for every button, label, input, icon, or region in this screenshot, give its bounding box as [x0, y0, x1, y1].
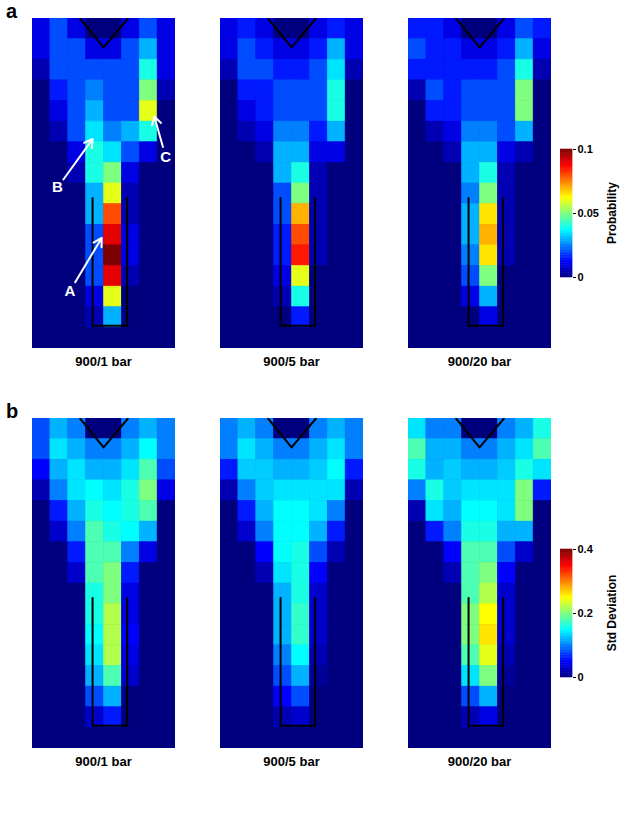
svg-text:B: B [52, 178, 63, 195]
svg-text:C: C [160, 147, 171, 164]
html-text:900/5 bar: 900/5 bar [263, 354, 320, 369]
html-text:900/1 bar: 900/1 bar [75, 754, 132, 769]
html-text:Probability: Probability [605, 182, 619, 244]
html-text:900/5 bar: 900/5 bar [263, 754, 320, 769]
svg-text:0: 0 [578, 671, 584, 683]
svg-text:0.05: 0.05 [578, 207, 599, 219]
html-text:900/1 bar: 900/1 bar [75, 354, 132, 369]
html-text:Std Deviation: Std Deviation [605, 574, 619, 652]
html-text:b: b [6, 400, 19, 422]
svg-text:A: A [65, 282, 76, 299]
svg-text:0.2: 0.2 [578, 607, 593, 619]
svg-text:0.1: 0.1 [578, 143, 593, 155]
html-text:900/20 bar: 900/20 bar [447, 754, 512, 769]
svg-text:0: 0 [578, 271, 584, 283]
svg-text:0.4: 0.4 [578, 543, 594, 555]
html-text:a: a [6, 0, 18, 22]
html-text:900/20 bar: 900/20 bar [447, 354, 512, 369]
